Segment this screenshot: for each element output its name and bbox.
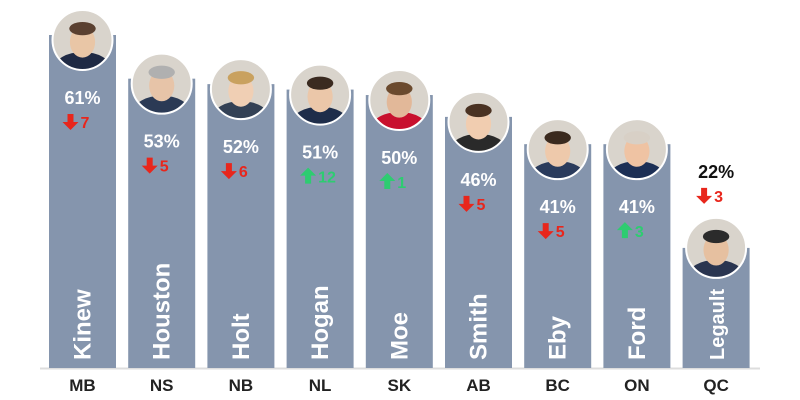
change-label-AB: 5 [477,197,486,214]
value-label-ON: 41% [619,197,655,217]
down-arrow-icon-BC [537,223,554,240]
value-label-NB: 52% [223,137,259,157]
down-arrow-icon-AB [458,195,475,212]
eby-photo [526,118,589,181]
category-label-NB: NB [229,376,254,395]
category-label-QC: QC [703,376,729,395]
category-label-BC: BC [545,376,570,395]
bar-AB [445,116,512,368]
down-arrow-icon-MB [62,114,79,130]
bar-NB [207,84,275,368]
down-arrow-icon-QC [696,187,713,204]
ford-photo [605,118,668,181]
bar-NS [128,78,196,369]
bar-MB [49,35,116,368]
up-arrow-icon-ON [616,222,633,239]
bar-BC [524,144,592,368]
kinew-photo [51,9,114,71]
value-label-BC: 41% [540,197,576,217]
leader-name-NL: Hogan [307,285,334,360]
leader-name-QC: Legault [707,289,729,360]
value-label-NS: 53% [144,132,180,152]
value-label-AB: 46% [460,170,496,190]
moe-photo [368,69,431,132]
leader-name-MB: Kinew [70,289,97,360]
holt-photo [209,58,272,121]
change-label-QC: 3 [714,189,723,206]
value-label-NL: 51% [302,143,338,163]
change-label-SK: 1 [397,175,406,192]
bar-ON [603,144,671,368]
smith-photo [447,90,510,153]
up-arrow-icon-NL [300,167,317,184]
category-label-AB: AB [466,376,491,395]
bar-SK [365,95,433,368]
change-label-ON: 3 [635,224,644,241]
category-label-NS: NS [150,376,174,395]
up-arrow-icon-SK [379,173,396,190]
leader-name-AB: Smith [466,293,493,360]
leader-name-ON: Ford [624,307,651,360]
change-label-NB: 6 [239,164,248,181]
category-label-ON: ON [624,376,650,395]
leader-name-SK: Moe [386,312,413,360]
change-label-NS: 5 [160,159,169,176]
hogan-photo [289,63,352,126]
change-label-BC: 5 [556,224,565,241]
bar-NL [286,89,354,369]
down-arrow-icon-NB [220,163,237,180]
change-label-MB: 7 [81,115,90,132]
category-label-MB: MB [69,376,95,395]
category-label-SK: SK [387,376,411,395]
leader-name-NB: Holt [228,313,255,360]
change-label-NL: 12 [318,170,336,187]
value-label-MB: 61% [64,88,100,108]
houston-photo [130,52,193,115]
value-label-QC: 22% [698,162,734,182]
legault-photo [685,216,748,279]
leader-name-BC: Eby [545,315,572,360]
down-arrow-icon-NS [141,157,158,174]
value-label-SK: 50% [381,148,417,168]
leader-name-NS: Houston [149,263,176,360]
category-label-NL: NL [309,376,332,395]
